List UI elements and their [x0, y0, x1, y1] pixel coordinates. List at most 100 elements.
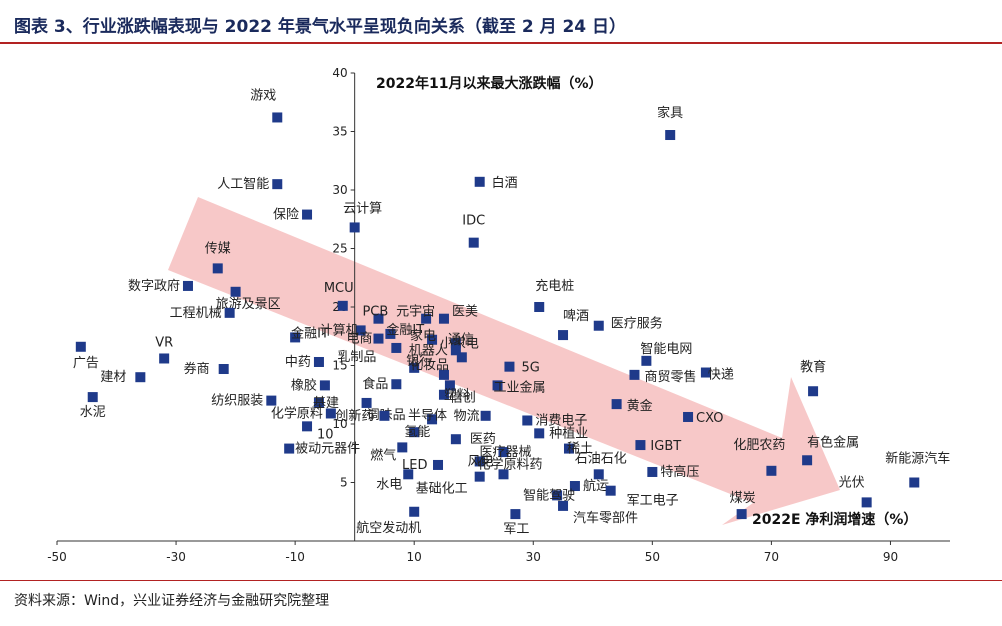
x-tick-label: -10	[285, 550, 305, 564]
data-point	[409, 506, 420, 517]
data-point	[218, 364, 229, 375]
data-point	[909, 477, 920, 488]
data-point-label: 基础化工	[416, 482, 468, 497]
data-point-label: 元宇宙	[396, 305, 435, 320]
data-point	[302, 421, 313, 432]
data-point-label: 消费电子	[535, 413, 587, 428]
data-point-label: 水泥	[80, 405, 106, 420]
data-point-label: 化肥农药	[733, 438, 785, 453]
title-bar: 图表 3、行业涨跌幅表现与 2022 年景气水平呈现负向关系（截至 2 月 24…	[0, 0, 1002, 42]
data-point	[510, 509, 521, 520]
data-point	[75, 341, 86, 352]
data-point	[504, 361, 515, 372]
x-tick-label: 30	[526, 550, 541, 564]
data-point	[629, 369, 640, 380]
y-tick-label: 10	[332, 417, 347, 431]
data-point	[313, 356, 324, 367]
data-point	[808, 386, 819, 397]
data-point-label: 化学原料	[271, 405, 323, 421]
data-point	[700, 367, 711, 378]
data-point	[736, 509, 747, 520]
data-point-label: 人工智能	[217, 177, 269, 192]
data-point	[391, 379, 402, 390]
data-point-label: 医药	[470, 432, 496, 447]
data-point-label: 汽车零部件	[573, 510, 638, 526]
data-point-label: 半导体	[408, 408, 447, 423]
data-point-label: PCB	[362, 305, 388, 320]
data-point	[498, 469, 509, 480]
data-point-label: 新能源汽车	[885, 451, 950, 467]
data-point	[450, 345, 461, 356]
data-point-label: 智能驾驶	[523, 488, 575, 503]
data-point-label: VR	[155, 335, 173, 350]
data-point	[534, 302, 545, 312]
data-point-label: 10	[317, 427, 334, 442]
data-point-label: 工程机械	[170, 306, 222, 321]
data-point-label: 基建	[313, 396, 339, 411]
data-point	[403, 469, 414, 480]
data-point	[641, 355, 652, 366]
data-point	[373, 333, 384, 344]
y-tick-label: 30	[332, 183, 347, 197]
data-point-label: 医美	[452, 305, 478, 320]
source-note: 资料来源：Wind，兴业证券经济与金融研究院整理	[14, 593, 330, 609]
data-point-label: 通信	[448, 332, 474, 347]
data-point	[87, 392, 98, 403]
data-point-label: 建材	[100, 370, 126, 385]
x-tick-label: 70	[764, 550, 779, 564]
data-point	[272, 112, 283, 123]
data-point-label: 塑料	[444, 388, 470, 403]
data-point-label: 化妆品	[410, 358, 449, 373]
data-point	[474, 176, 485, 187]
data-point-label: 金融IT	[291, 325, 329, 341]
data-point-label: LED	[402, 458, 427, 473]
data-point	[361, 397, 372, 408]
data-point-label: 物流	[454, 409, 480, 424]
data-point	[438, 313, 449, 324]
data-point	[135, 372, 146, 383]
data-point	[558, 500, 569, 511]
data-point-label: 5G	[521, 361, 539, 376]
data-point-label: 中药	[285, 355, 311, 370]
data-point-label: 商贸零售	[644, 369, 696, 385]
y-tick-label: 40	[332, 66, 347, 80]
page-title: 图表 3、行业涨跌幅表现与 2022 年景气水平呈现负向关系（截至 2 月 24…	[14, 17, 627, 37]
x-tick-label: 90	[883, 550, 898, 564]
data-point	[665, 130, 676, 141]
data-point	[522, 415, 533, 426]
data-point	[433, 459, 444, 470]
data-point-label: 纺织服装	[211, 394, 263, 409]
data-point-label: 小家电	[440, 335, 479, 351]
data-point	[480, 410, 491, 421]
data-point-label: 光伏	[839, 475, 865, 490]
data-point	[355, 325, 366, 336]
trend-arrow-shape	[168, 197, 840, 525]
data-point	[534, 428, 545, 439]
data-point	[385, 328, 396, 339]
data-point	[492, 380, 503, 391]
data-point	[635, 440, 646, 451]
data-point-label: 有色金属	[807, 434, 859, 450]
data-point	[558, 330, 569, 341]
data-point-label: 充电桩	[535, 278, 574, 294]
data-point-label: 燃气	[370, 447, 396, 463]
data-point-label: CXO	[696, 411, 723, 426]
title-rule	[0, 42, 1002, 44]
data-point	[182, 280, 193, 291]
data-point-label: 种植业	[549, 426, 588, 441]
x-tick-label: 50	[645, 550, 660, 564]
data-point	[391, 342, 402, 353]
data-point	[421, 313, 432, 324]
data-point-label: 煤炭	[730, 491, 756, 506]
data-point	[563, 443, 574, 454]
data-point-label: 食品	[362, 376, 388, 392]
data-point-label: 氢能	[404, 425, 430, 440]
data-point	[397, 442, 408, 453]
data-point	[272, 179, 283, 190]
data-point-label: 云计算	[343, 201, 382, 216]
data-point-label: 计算机	[320, 323, 359, 338]
data-point-label: 化学原料药	[478, 456, 543, 472]
data-point	[266, 395, 277, 406]
